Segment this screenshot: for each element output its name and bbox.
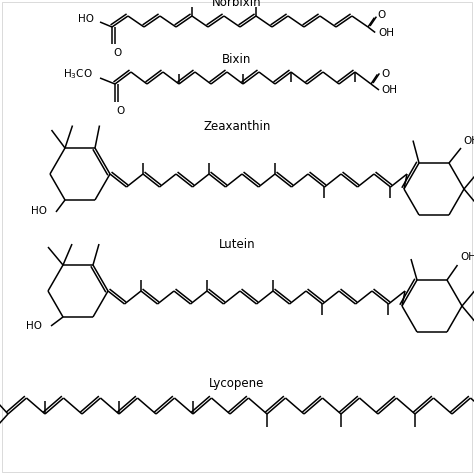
Text: Lutein: Lutein bbox=[219, 237, 255, 250]
Text: OH: OH bbox=[464, 136, 474, 146]
Text: OH: OH bbox=[460, 252, 474, 262]
Text: O: O bbox=[381, 69, 390, 79]
Text: Lycopene: Lycopene bbox=[210, 377, 264, 391]
Text: HO: HO bbox=[27, 321, 42, 331]
Text: OH: OH bbox=[382, 85, 398, 95]
Text: O: O bbox=[377, 10, 385, 20]
Text: OH: OH bbox=[378, 27, 394, 37]
Text: O: O bbox=[116, 106, 124, 116]
Text: Norbixin: Norbixin bbox=[212, 0, 262, 9]
Text: Bixin: Bixin bbox=[222, 53, 252, 65]
Text: H$_3$CO: H$_3$CO bbox=[64, 67, 93, 81]
Text: Zeaxanthin: Zeaxanthin bbox=[203, 119, 271, 133]
Text: HO: HO bbox=[31, 206, 47, 216]
Text: HO: HO bbox=[78, 14, 94, 24]
Text: O: O bbox=[113, 48, 121, 58]
